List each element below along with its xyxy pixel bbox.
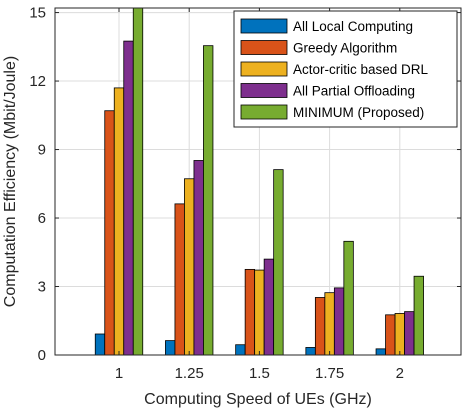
x-tick-label: 1 [115,365,123,382]
bar [184,178,195,356]
x-tick-label: 2 [396,365,404,382]
bar [174,203,185,356]
bar [385,314,396,356]
y-axis-ticks: 0 3 6 9 12 15 [29,5,461,364]
bar [193,160,204,356]
legend-label: All Local Computing [293,19,413,34]
legend: All Local Computing Greedy Algorithm Actor… [233,10,458,128]
y-axis-title: Computation Efficiency (Mbit/Joule) [2,56,19,307]
x-axis-title: Computing Speed of UEs (GHz) [144,391,372,408]
plot-area-frame [54,7,462,356]
x-tick-label: 1.5 [249,365,270,382]
legend-item: All Partial Offloading [240,83,415,99]
bar [413,275,424,356]
bar [104,110,115,356]
y-tick-label: 15 [29,5,46,22]
bar [273,169,284,356]
legend-item: Greedy Algorithm [240,40,397,56]
bar [375,348,386,356]
bar [113,87,125,356]
bar [244,268,256,356]
x-tick-label: 1.75 [315,365,344,382]
y-tick-label: 9 [38,142,46,159]
legend-swatch [240,18,288,34]
bar [333,287,345,356]
bar [203,45,214,356]
bars [94,7,424,356]
legend-swatch [240,83,288,98]
bar [132,7,144,356]
bar [263,258,275,356]
bar [94,333,106,356]
bar [394,313,405,356]
bar [314,297,326,356]
bar [404,311,415,356]
legend-label: Actor-critic based DRL [293,62,429,77]
bar [165,340,176,356]
legend-swatch [240,61,288,77]
y-tick-label: 3 [38,279,46,296]
bar [324,292,335,356]
legend-item: All Local Computing [240,18,413,34]
legend-item: Actor-critic based DRL [240,61,429,77]
legend-label: All Partial Offloading [293,84,415,99]
x-tick-label: 1.25 [175,365,204,382]
bar [235,344,246,356]
bar [343,240,354,356]
legend-label: MINIMUM (Proposed) [293,105,424,120]
legend-swatch [240,40,288,55]
y-tick-label: 6 [38,210,46,227]
bar [254,269,265,356]
y-tick-label: 12 [29,73,46,90]
legend-item: MINIMUM (Proposed) [240,104,424,120]
legend-label: Greedy Algorithm [293,41,397,56]
legend-swatch [240,104,288,120]
bar [123,40,134,356]
y-tick-label: 0 [38,347,46,364]
x-axis-ticks: 1 1.25 1.5 1.75 2 [115,8,404,382]
bar [305,347,316,356]
